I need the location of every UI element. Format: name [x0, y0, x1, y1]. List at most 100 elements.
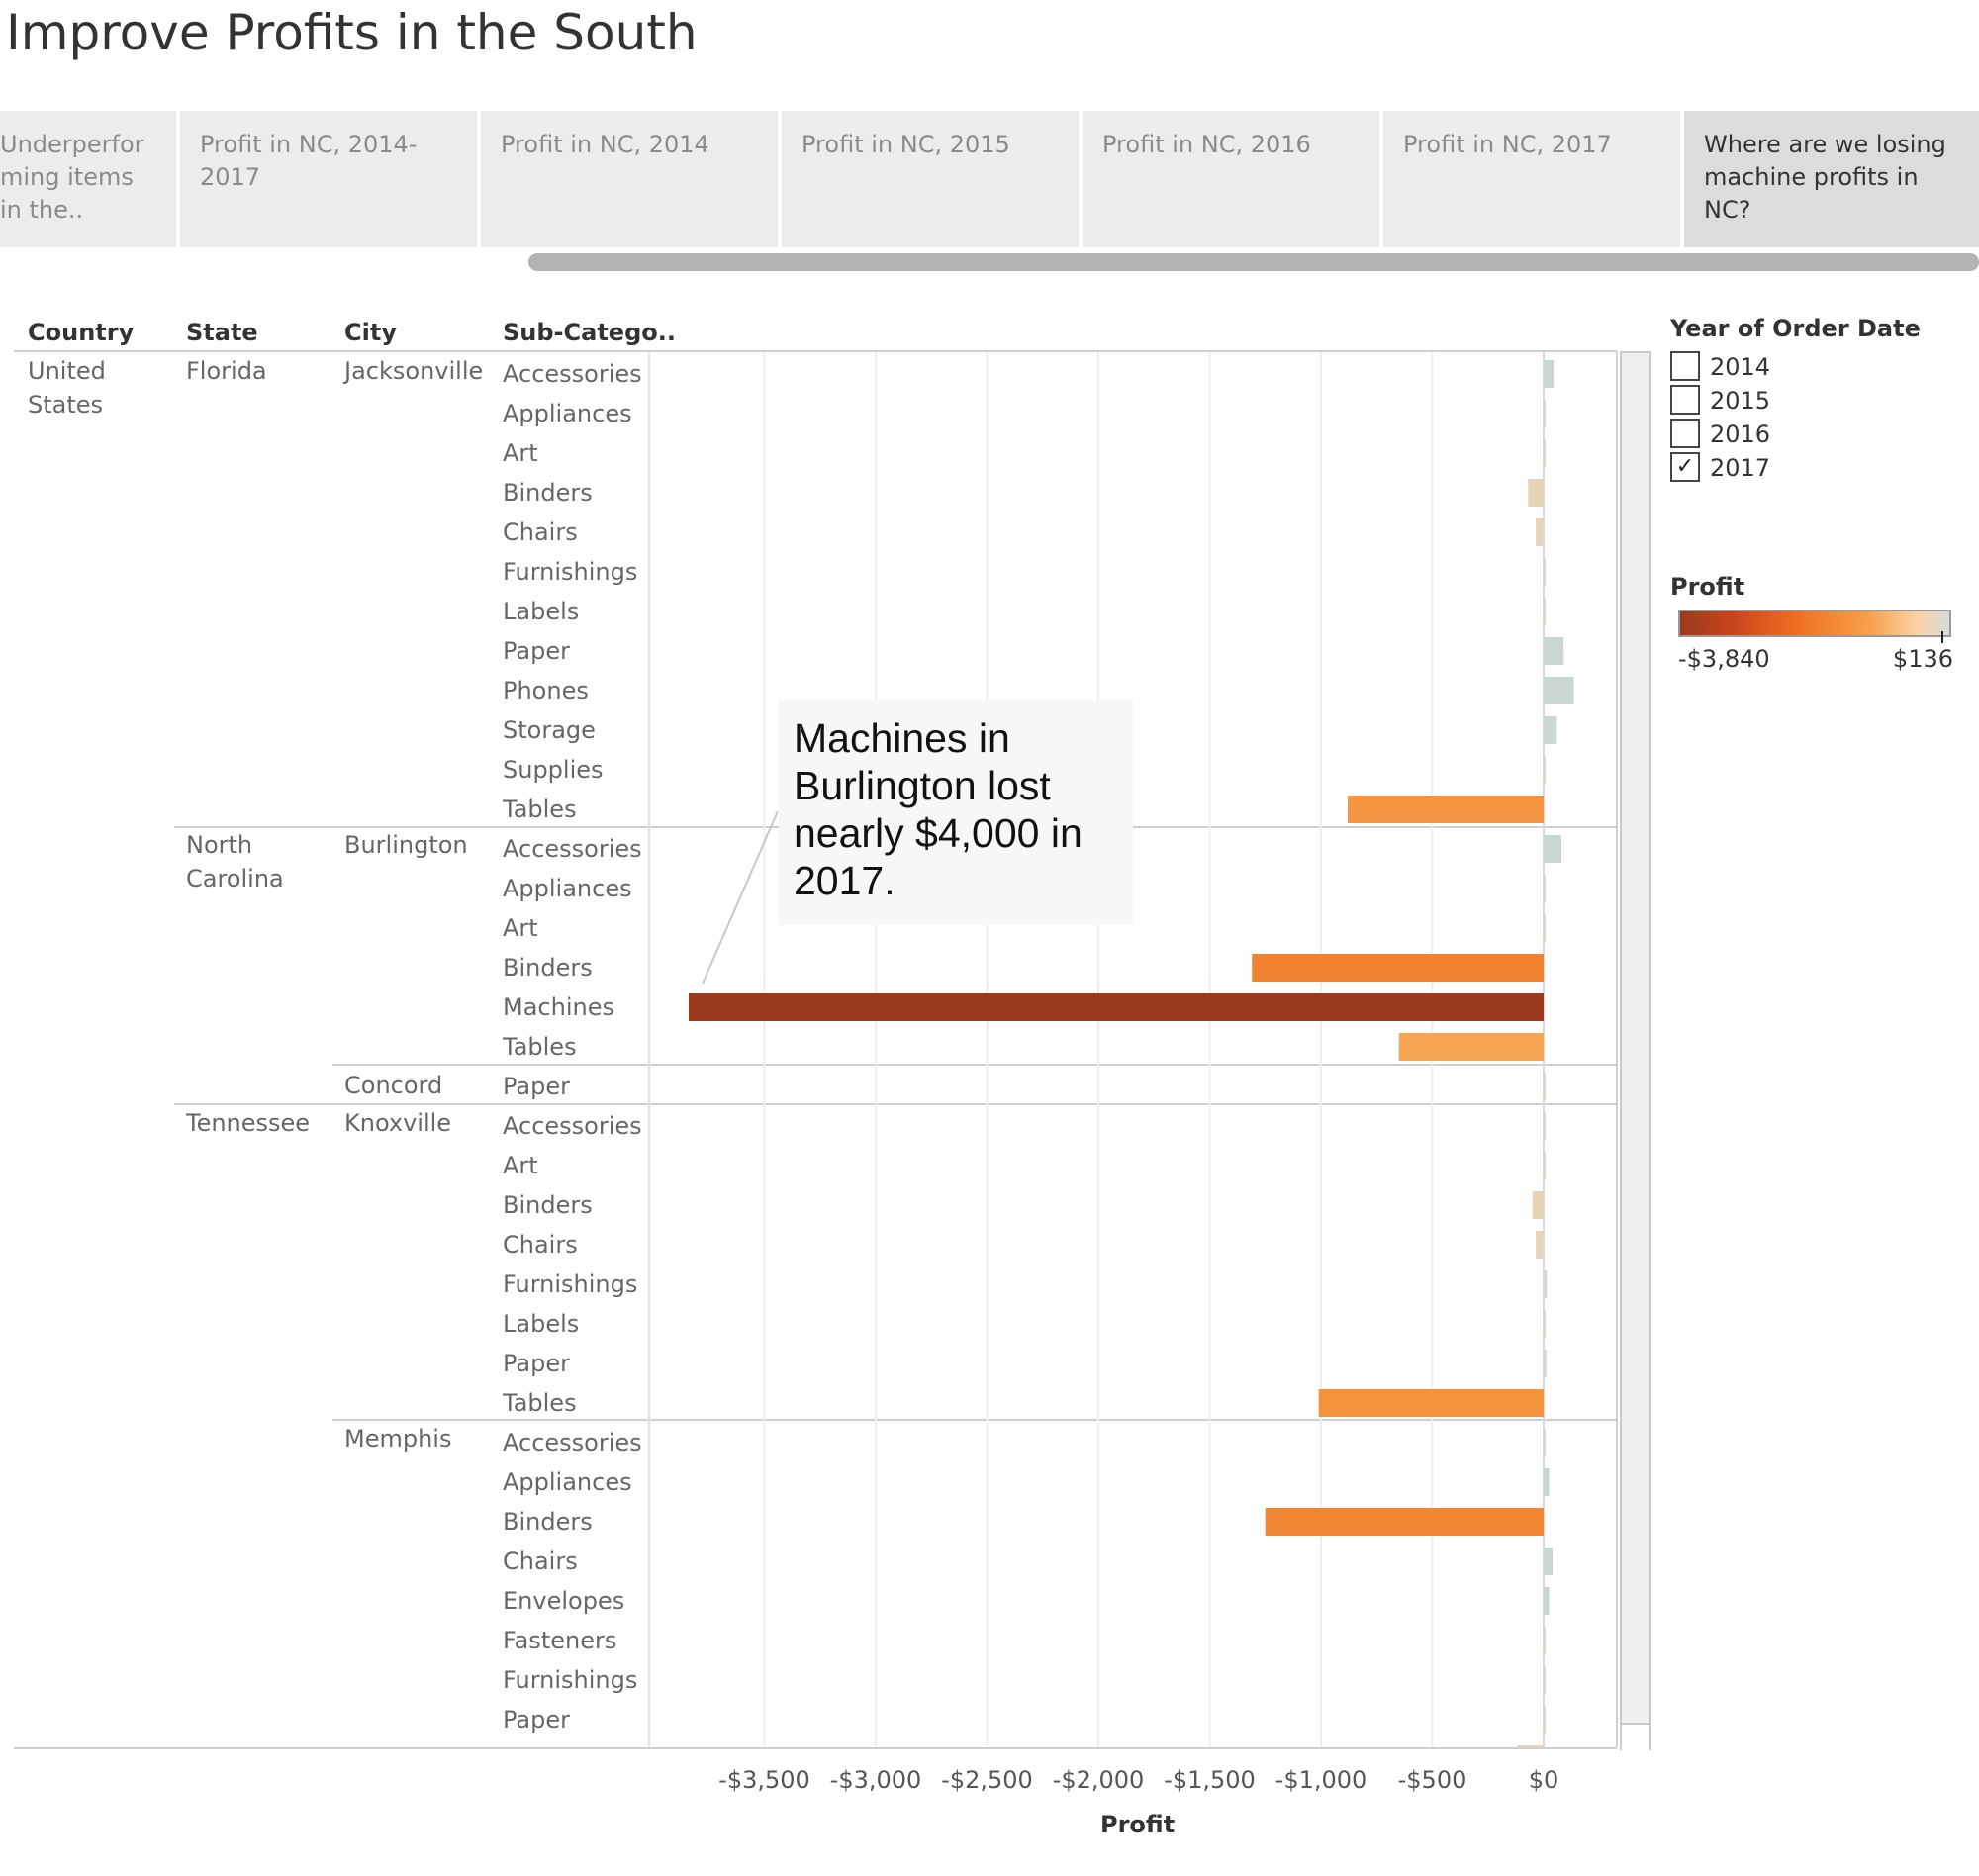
subcategory-label[interactable]: Binders: [503, 479, 593, 507]
city-label[interactable]: Burlington: [344, 831, 468, 859]
header-subcategory[interactable]: Sub-Catego..: [503, 319, 676, 346]
profit-bar: [1544, 1548, 1553, 1575]
country-label[interactable]: United States: [28, 357, 106, 419]
profit-bar: [1543, 875, 1546, 902]
subcategory-label[interactable]: Paper: [503, 1706, 570, 1734]
profit-bar: [1543, 914, 1546, 942]
x-tick-label: -$2,000: [1053, 1766, 1145, 1794]
scrollbar-thumb[interactable]: [1622, 1723, 1649, 1750]
subcategory-label[interactable]: Appliances: [503, 875, 632, 902]
subcategory-label[interactable]: Paper: [503, 1350, 570, 1377]
subcategory-label[interactable]: Supplies: [503, 756, 604, 784]
year-option-label: 2017: [1710, 454, 1771, 482]
story-scrollbar[interactable]: [528, 253, 1979, 271]
subcategory-label[interactable]: Tables: [503, 1389, 577, 1417]
subcategory-label[interactable]: Machines: [503, 993, 614, 1021]
subcategory-label[interactable]: Paper: [503, 1073, 570, 1100]
group-divider: [332, 1419, 1617, 1421]
profit-bar: [1544, 677, 1574, 704]
profit-color-ramp[interactable]: [1678, 610, 1951, 637]
x-tick-label: -$1,500: [1164, 1766, 1256, 1794]
city-label[interactable]: Jacksonville: [344, 357, 484, 385]
story-point-machine-profits[interactable]: Where are we losing machine profits in N…: [1684, 111, 1979, 247]
subcategory-label[interactable]: Chairs: [503, 1548, 578, 1575]
city-label[interactable]: Knoxville: [344, 1109, 452, 1137]
story-navigator: Underperfor ming items in the.. Profit i…: [0, 111, 1979, 247]
subcategory-label[interactable]: Labels: [503, 1310, 580, 1338]
subcategory-label[interactable]: Art: [503, 439, 538, 467]
subcategory-label[interactable]: Furnishings: [503, 1270, 638, 1298]
checkbox[interactable]: [1670, 419, 1700, 448]
checkbox[interactable]: [1670, 351, 1700, 381]
profit-bar: [1544, 716, 1557, 744]
profit-bar: [1398, 1033, 1544, 1061]
story-point-profit-2016[interactable]: Profit in NC, 2016: [1083, 111, 1379, 247]
subcategory-label[interactable]: Art: [503, 1152, 538, 1179]
profit-bar: [1543, 1627, 1546, 1654]
subcategory-label[interactable]: Appliances: [503, 1468, 632, 1496]
story-point-profit-2014-2017[interactable]: Profit in NC, 2014-2017: [180, 111, 477, 247]
subcategory-label[interactable]: Phones: [503, 677, 589, 704]
subcategory-label[interactable]: Chairs: [503, 1231, 578, 1259]
group-divider: [332, 1064, 1617, 1066]
subcategory-label[interactable]: Envelopes: [503, 1587, 625, 1615]
story-point-profit-2014[interactable]: Profit in NC, 2014: [481, 111, 778, 247]
subcategory-label[interactable]: Accessories: [503, 1429, 642, 1456]
state-label[interactable]: North Carolina: [186, 831, 284, 892]
profit-bar: [1544, 360, 1555, 388]
profit-bar: [1265, 1508, 1544, 1536]
subcategory-label[interactable]: Binders: [503, 954, 593, 982]
story-point-profit-2015[interactable]: Profit in NC, 2015: [782, 111, 1079, 247]
subcategory-label[interactable]: Tables: [503, 796, 577, 823]
subcategory-label[interactable]: Accessories: [503, 835, 642, 863]
x-tick-label: $0: [1529, 1766, 1559, 1794]
profit-legend-title: Profit: [1670, 573, 1745, 601]
subcategory-label[interactable]: Furnishings: [503, 1666, 638, 1694]
checkbox[interactable]: ✓: [1670, 452, 1700, 482]
subcategory-label[interactable]: Paper: [503, 637, 570, 665]
profit-bar: [1543, 1152, 1546, 1179]
profit-bar: [1544, 1350, 1547, 1377]
subcategory-label[interactable]: Appliances: [503, 400, 632, 427]
subcategory-label[interactable]: Labels: [503, 598, 580, 625]
subcategory-label[interactable]: Binders: [503, 1191, 593, 1219]
x-tick-label: -$3,500: [718, 1766, 810, 1794]
subcategory-label[interactable]: Accessories: [503, 360, 642, 388]
dashboard-title: Improve Profits in the South: [6, 4, 698, 61]
plot-right-border: [1616, 351, 1618, 1747]
profit-bar: [1348, 796, 1544, 823]
profit-bar: [1544, 637, 1564, 665]
city-label[interactable]: Concord: [344, 1072, 443, 1099]
profit-bar: [1536, 1231, 1544, 1259]
profit-bar: [1318, 1389, 1544, 1417]
profit-bar: [1544, 1270, 1548, 1298]
vertical-scrollbar[interactable]: [1620, 351, 1651, 1750]
subcategory-label[interactable]: Art: [503, 914, 538, 942]
subcategory-label[interactable]: Storage: [503, 716, 596, 744]
story-point-profit-2017[interactable]: Profit in NC, 2017: [1383, 111, 1680, 247]
header-country[interactable]: Country: [28, 319, 135, 346]
x-tick-label: -$500: [1398, 1766, 1467, 1794]
state-label[interactable]: Florida: [186, 357, 267, 385]
header-state[interactable]: State: [186, 319, 258, 346]
legend-max-label: $136: [1892, 645, 1953, 673]
subcategory-label[interactable]: Binders: [503, 1508, 593, 1536]
header-city[interactable]: City: [344, 319, 397, 346]
checkbox[interactable]: [1670, 385, 1700, 415]
table-bottom-border: [14, 1747, 1617, 1749]
year-option-label: 2014: [1710, 353, 1771, 381]
profit-bar: [1252, 954, 1544, 982]
subcategory-label[interactable]: Fasteners: [503, 1627, 617, 1654]
profit-bar: [1543, 1429, 1546, 1456]
subcategory-label[interactable]: Tables: [503, 1033, 577, 1061]
subcategory-label[interactable]: Accessories: [503, 1112, 642, 1140]
subcategory-label[interactable]: Furnishings: [503, 558, 638, 586]
profit-bar: [1543, 1073, 1546, 1100]
story-point-underperforming[interactable]: Underperfor ming items in the..: [0, 111, 176, 247]
city-label[interactable]: Memphis: [344, 1425, 452, 1453]
profit-bar: [1543, 598, 1546, 625]
state-label[interactable]: Tennessee: [186, 1109, 311, 1137]
annotation-callout: Machines in Burlington lost nearly $4,00…: [779, 700, 1133, 925]
subcategory-label[interactable]: Chairs: [503, 518, 578, 546]
